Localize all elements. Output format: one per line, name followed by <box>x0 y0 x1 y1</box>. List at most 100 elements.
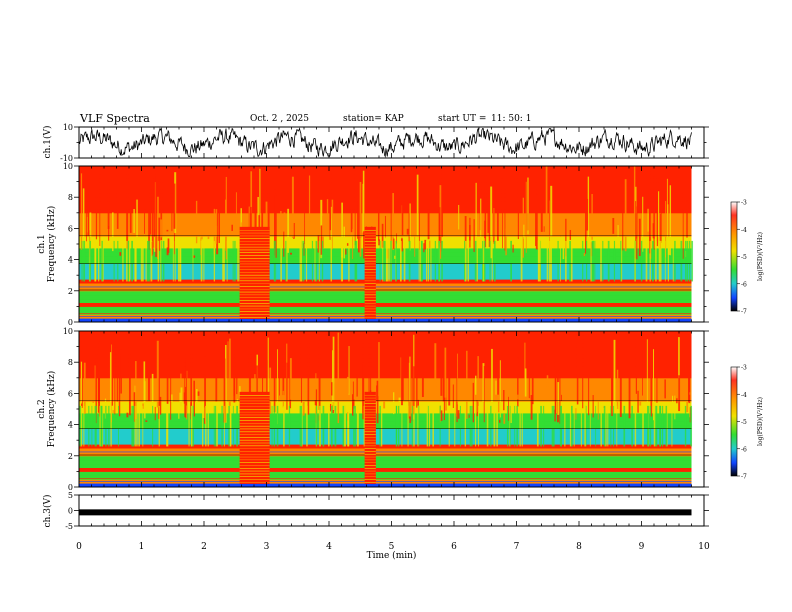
x-tick-label: 6 <box>451 542 457 552</box>
station-label: station= KAP <box>343 114 404 124</box>
spectro-band <box>79 451 692 457</box>
ch2-ytick: 0 <box>68 483 73 492</box>
ch1-ylabel: ch.1(V) <box>42 126 53 159</box>
ch2-ytick: 6 <box>68 389 73 398</box>
ch2-colorbar <box>730 366 738 477</box>
spectro-band <box>79 424 692 429</box>
spectro-band <box>79 169 692 175</box>
spectro-band <box>79 373 692 379</box>
ch3-signal-band <box>79 509 692 516</box>
spectro-band <box>79 310 692 315</box>
ch2-colorbar-tick: -6 <box>741 446 747 453</box>
spectro-band <box>79 389 692 394</box>
ch1-colorbar-label: log(PSD)(V²/Hz) <box>757 232 764 281</box>
spectro-band <box>79 432 692 437</box>
ch1-waveform-line <box>79 127 692 158</box>
spectro-band <box>79 463 692 468</box>
ch1-ytick-bottom: -10 <box>60 154 73 163</box>
spectro-burst-1 <box>239 226 270 319</box>
ch1-colorbar-tick: -3 <box>741 200 747 207</box>
spectro-band <box>79 483 692 488</box>
spectro-band <box>79 342 692 348</box>
spectro-band <box>79 420 692 426</box>
ch1-ytick-top: 10 <box>63 123 73 132</box>
ch3-ylabel: ch.3(V) <box>42 495 53 528</box>
date-label: Oct. 2 , 2025 <box>250 114 309 124</box>
spectro-band <box>79 302 692 307</box>
x-tick-label: 5 <box>389 542 395 552</box>
chart-title: VLF Spectra <box>80 112 150 125</box>
spectro-band <box>79 381 692 387</box>
spectro-band <box>79 401 692 406</box>
start-time-value: 11: 50: 1 <box>491 114 532 124</box>
ch3-ytick-mid: 0 <box>68 507 73 516</box>
spectro-band <box>79 358 692 363</box>
x-tick-label: 7 <box>514 542 520 552</box>
ch2-colorbar-tick: -4 <box>741 392 747 399</box>
spectro-band <box>79 471 692 476</box>
spectro-band <box>79 166 692 171</box>
spectro-band <box>79 467 692 472</box>
spectro-band <box>79 334 692 340</box>
x-tick-label: 0 <box>76 542 82 552</box>
ch2-colorbar-tick: -5 <box>741 419 747 426</box>
spectro-streaks <box>80 166 694 282</box>
spectro-band <box>79 475 692 480</box>
spectro-band <box>79 416 692 422</box>
start-ut-label: start UT = <box>438 114 487 124</box>
ch2-ylabel-channel: ch.2 <box>37 399 47 418</box>
ch1-ytick: 0 <box>68 318 73 327</box>
ch1-colorbar-tick: -4 <box>741 227 747 234</box>
x-tick-label: 2 <box>201 542 207 552</box>
spectro-band <box>79 397 692 402</box>
spectro-band <box>79 366 692 371</box>
spectro-band <box>79 290 692 296</box>
spectro-band <box>79 306 692 311</box>
spectro-band <box>79 448 692 453</box>
spectro-band <box>79 338 692 344</box>
spectro-band <box>79 189 692 194</box>
spectro-band <box>79 455 692 461</box>
spectro-burst-2 <box>364 391 376 484</box>
x-tick-label: 4 <box>326 542 332 552</box>
ch2-ytick: 8 <box>68 358 73 367</box>
spectro-band <box>79 409 692 414</box>
spectro-burst-2 <box>364 226 376 319</box>
spectro-band <box>79 318 692 323</box>
spectro-band <box>79 405 692 410</box>
spectro-band <box>79 346 692 351</box>
ch1-ytick: 2 <box>68 287 73 296</box>
spectro-band <box>79 354 692 359</box>
spectro-band <box>79 286 692 292</box>
ch1-ylabel-channel: ch.1 <box>37 234 47 253</box>
x-tick-label: 9 <box>639 542 645 552</box>
spectro-band <box>79 331 692 336</box>
spectro-band <box>79 370 692 375</box>
spectro-band <box>79 208 692 214</box>
ch1-ytick: 10 <box>63 162 73 171</box>
x-tick-label: 10 <box>698 542 710 552</box>
spectro-band <box>79 459 692 465</box>
ch2-colorbar-tick: -3 <box>741 365 747 372</box>
spectro-band <box>79 412 692 418</box>
ch1-colorbar-tick: -6 <box>741 281 747 288</box>
ch2-colorbar-tick: -7 <box>741 474 747 481</box>
ch1-ytick: 8 <box>68 193 73 202</box>
spectro-band <box>79 350 692 355</box>
spectro-band <box>79 173 692 179</box>
ch2-colorbar-label: log(PSD)(V²/Hz) <box>757 397 764 446</box>
ch1-colorbar <box>730 201 738 312</box>
ch2-ytick: 2 <box>68 452 73 461</box>
spectro-band <box>79 362 692 367</box>
spectro-band <box>79 212 692 218</box>
spectro-band <box>79 294 692 300</box>
spectro-band <box>79 181 692 186</box>
spectro-band <box>79 197 692 202</box>
spectro-band <box>79 201 692 206</box>
ch3-ytick-top: 5 <box>68 491 73 500</box>
spectro-band <box>79 283 692 288</box>
ch1-colorbar-tick: -5 <box>741 254 747 261</box>
spectro-band <box>79 428 692 433</box>
x-axis-label: Time (min) <box>367 550 417 561</box>
